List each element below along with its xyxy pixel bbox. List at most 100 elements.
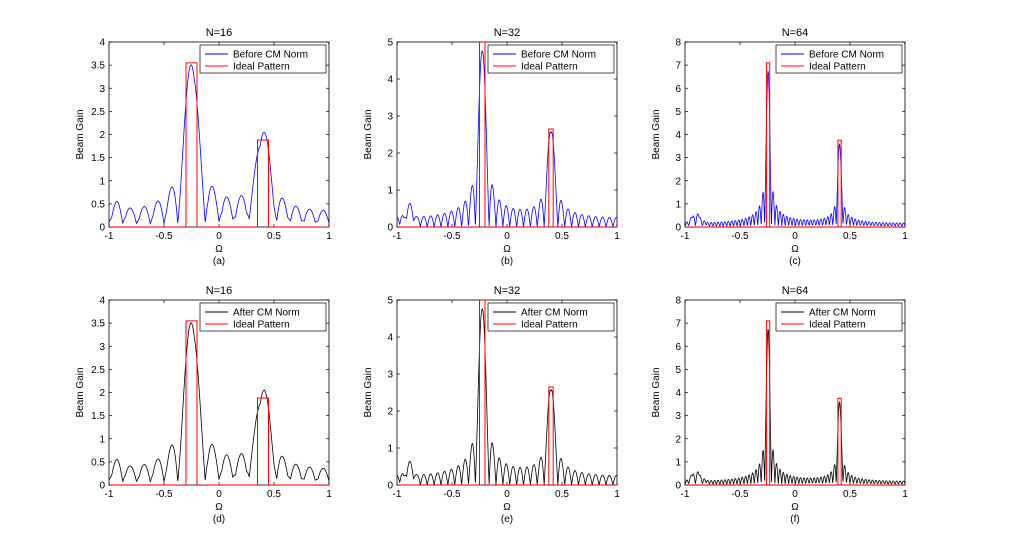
y-tick-label: 4	[675, 130, 681, 141]
y-tick-label: 1	[99, 176, 105, 187]
x-axis-label: Ω	[791, 244, 799, 255]
x-tick-label: 0	[792, 489, 798, 500]
legend-label: Before CM Norm	[233, 50, 308, 61]
y-tick-label: 4	[675, 388, 681, 399]
x-tick-label: -0.5	[155, 231, 173, 242]
legend-box	[199, 44, 327, 74]
y-tick-label: 1.5	[91, 411, 105, 422]
legend-label: Ideal Pattern	[521, 320, 578, 331]
x-tick-label: 1	[902, 231, 908, 242]
y-tick-label: 1	[99, 434, 105, 445]
panel-caption: (d)	[213, 514, 225, 525]
x-tick-label: 0	[504, 231, 510, 242]
legend-label: After CM Norm	[521, 308, 588, 319]
y-tick-label: 3	[387, 370, 393, 381]
data-layer	[685, 320, 905, 485]
legend-label: Ideal Pattern	[233, 320, 290, 331]
y-tick-label: 3	[675, 411, 681, 422]
series-line-beam	[109, 64, 329, 225]
data-layer	[397, 300, 617, 485]
legend-label: Ideal Pattern	[809, 62, 866, 73]
panel-caption: (b)	[501, 256, 513, 267]
y-axis-label: Beam Gain	[363, 109, 374, 159]
panel-title: N=32	[494, 285, 521, 297]
x-axis-label: Ω	[503, 244, 511, 255]
y-tick-label: 3.5	[91, 319, 105, 330]
x-tick-label: -1	[681, 489, 690, 500]
series-line-ideal	[685, 320, 905, 485]
series-line-ideal	[109, 320, 329, 485]
panel-caption: (a)	[213, 256, 225, 267]
y-tick-label: 5	[675, 365, 681, 376]
y-tick-label: 3	[99, 84, 105, 95]
y-tick-label: 0.5	[91, 199, 105, 210]
legend-label: After CM Norm	[809, 308, 876, 319]
y-axis-label: Beam Gain	[651, 367, 662, 417]
y-tick-label: 0	[387, 223, 393, 234]
y-tick-label: 1	[387, 186, 393, 197]
x-tick-label: 0	[216, 489, 222, 500]
legend-box	[199, 302, 327, 332]
data-layer	[685, 62, 905, 227]
x-tick-label: 0.5	[555, 231, 569, 242]
y-axis-label: Beam Gain	[75, 367, 86, 417]
x-tick-label: 0	[504, 489, 510, 500]
y-axis-label: Beam Gain	[75, 109, 86, 159]
y-tick-label: 6	[675, 342, 681, 353]
y-tick-label: 0	[675, 223, 681, 234]
y-tick-label: 3.5	[91, 61, 105, 72]
y-tick-label: 5	[387, 38, 393, 49]
y-tick-label: 2	[99, 388, 105, 399]
y-tick-label: 0	[675, 481, 681, 492]
x-tick-label: 0.5	[267, 489, 281, 500]
series-line-beam	[109, 322, 329, 483]
x-tick-label: 1	[326, 231, 332, 242]
series-line-ideal	[397, 42, 617, 227]
series-line-beam	[685, 329, 905, 485]
panel-title: N=16	[206, 285, 233, 297]
x-tick-label: -1	[105, 489, 114, 500]
x-tick-label: 1	[326, 489, 332, 500]
x-axis-label: Ω	[791, 502, 799, 513]
y-tick-label: 2	[387, 149, 393, 160]
series-line-beam	[397, 50, 617, 227]
y-tick-label: 4	[99, 296, 105, 307]
data-layer	[109, 320, 329, 485]
legend-label: Before CM Norm	[809, 50, 884, 61]
panel-title: N=64	[782, 27, 809, 39]
y-tick-label: 8	[675, 296, 681, 307]
panel-b: -1 -0.5 0 0.5 1 0 1 2 3 4 5 N=32 Ω(b) Beam Gain Before…	[363, 27, 620, 267]
panel-e: -1 -0.5 0 0.5 1 0 1 2 3 4 5 N=32 Ω(e) Beam Gain After …	[363, 285, 620, 525]
panel-title: N=64	[782, 285, 809, 297]
y-tick-label: 2	[675, 176, 681, 187]
x-tick-label: 1	[614, 489, 620, 500]
y-tick-label: 0.5	[91, 457, 105, 468]
data-layer	[397, 42, 617, 227]
panel-c: -1 -0.5 0 0.5 1 0 1 2 3 4 5 6 7 8 N=64 Ω(c) Beam Gain Bef…	[651, 27, 908, 267]
series-line-ideal	[397, 300, 617, 485]
panel-f: -1 -0.5 0 0.5 1 0 1 2 3 4 5 6 7 8 N=64 Ω(f) Beam Gain Aft…	[651, 285, 908, 525]
y-tick-label: 0	[99, 223, 105, 234]
legend-box	[775, 44, 903, 74]
y-tick-label: 2.5	[91, 107, 105, 118]
series-line-ideal	[685, 62, 905, 227]
y-tick-label: 3	[99, 342, 105, 353]
panel-d: -1 -0.5 0 0.5 1 0 0.5 1 1.5 2 2.5 3 3.5 4 N=16 Ω(d) Beam…	[75, 285, 332, 525]
series-line-beam	[397, 308, 617, 485]
y-tick-label: 5	[387, 296, 393, 307]
x-tick-label: -1	[681, 231, 690, 242]
x-tick-label: 0	[216, 231, 222, 242]
y-tick-label: 7	[675, 61, 681, 72]
panel-title: N=32	[494, 27, 521, 39]
y-tick-label: 0	[387, 481, 393, 492]
x-tick-label: 0.5	[843, 231, 857, 242]
y-tick-label: 1.5	[91, 153, 105, 164]
x-axis-label: Ω	[215, 502, 223, 513]
x-tick-label: 1	[614, 231, 620, 242]
panel-a: -1 -0.5 0 0.5 1 0 0.5 1 1.5 2 2.5 3 3.5 4 N=16 Ω(a) Beam…	[75, 27, 332, 267]
